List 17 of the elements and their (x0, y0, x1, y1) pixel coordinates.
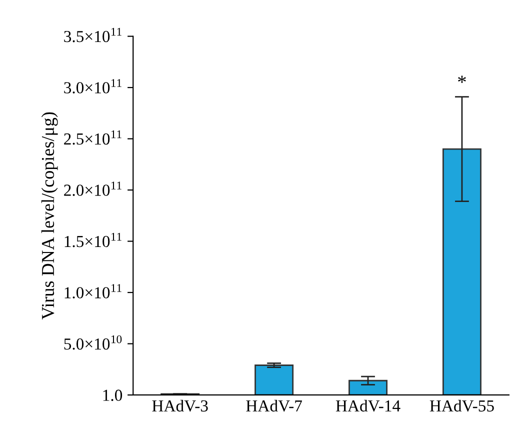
x-tick-label: HAdV-3 (152, 400, 208, 412)
bar (254, 364, 294, 395)
y-tick-label: 2.5×10$^{11}$ (64, 130, 122, 145)
y-tick-label: 1.5×10$^{11}$ (64, 232, 122, 248)
y-tick-label: 3.5×10$^{11}$ (64, 28, 122, 42)
annotation: * (458, 76, 466, 83)
y-tick-label: 2.0×10$^{11}$ (64, 182, 122, 196)
x-tick-label: HAdV-7 (246, 400, 302, 412)
y-tick-label: 5.0×10$^{10}$ (64, 335, 122, 350)
y-tick-label: 1.0×10$^{11}$ (64, 284, 122, 298)
y-tick-label: 1.0 (103, 390, 122, 401)
x-tick-label: HAdV-55 (430, 400, 494, 412)
y-axis-title: Virus DNA level/(copies/μg) (41, 112, 58, 320)
y-tick-label: 3.0×10$^{11}$ (64, 79, 122, 94)
bar (348, 380, 388, 395)
bar (442, 148, 482, 395)
x-tick-label: HAdV-14 (336, 400, 400, 412)
